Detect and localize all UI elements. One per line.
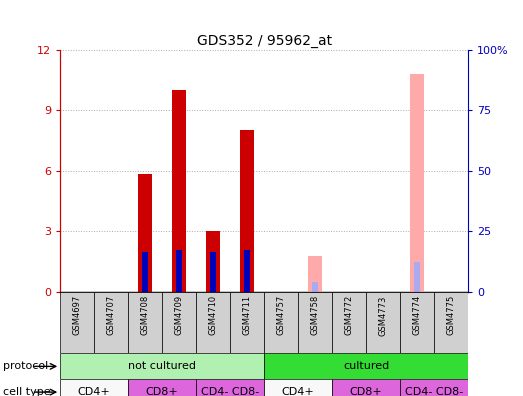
Text: CD4+: CD4+ (282, 387, 314, 396)
Bar (60, 292, 94, 354)
Bar (241, 130, 254, 292)
Bar (60, 379, 128, 396)
Bar (411, 74, 424, 292)
Bar (206, 232, 220, 292)
Bar (142, 252, 148, 292)
Text: protocol: protocol (3, 362, 48, 371)
Bar (230, 292, 264, 354)
Text: CD4- CD8-: CD4- CD8- (405, 387, 463, 396)
Bar (210, 252, 216, 292)
Bar (196, 292, 230, 354)
Bar (128, 292, 162, 354)
Text: GSM4710: GSM4710 (209, 295, 218, 335)
Text: GSM4775: GSM4775 (447, 295, 456, 335)
Bar (400, 292, 434, 354)
Text: GSM4697: GSM4697 (73, 295, 82, 335)
Text: GSM4774: GSM4774 (413, 295, 422, 335)
Bar (173, 90, 186, 292)
Text: GSM4711: GSM4711 (243, 295, 252, 335)
Bar (414, 262, 420, 292)
Bar (332, 292, 366, 354)
Text: cell type: cell type (3, 387, 50, 396)
Bar (128, 379, 196, 396)
Bar (264, 354, 468, 379)
Text: GSM4758: GSM4758 (311, 295, 320, 335)
Bar (366, 292, 400, 354)
Text: CD8+: CD8+ (146, 387, 178, 396)
Bar (434, 292, 468, 354)
Text: CD4+: CD4+ (78, 387, 110, 396)
Text: GSM4773: GSM4773 (379, 295, 388, 335)
Bar (400, 379, 468, 396)
Text: GSM4757: GSM4757 (277, 295, 286, 335)
Bar (162, 292, 196, 354)
Bar (244, 249, 250, 292)
Text: not cultured: not cultured (128, 362, 196, 371)
Bar (176, 249, 182, 292)
Bar (264, 379, 332, 396)
Text: GSM4772: GSM4772 (345, 295, 354, 335)
Bar (332, 379, 400, 396)
Bar (264, 292, 298, 354)
Title: GDS352 / 95962_at: GDS352 / 95962_at (197, 34, 332, 48)
Bar (60, 354, 264, 379)
Bar (298, 292, 332, 354)
Bar (94, 292, 128, 354)
Text: GSM4709: GSM4709 (175, 295, 184, 335)
Text: cultured: cultured (343, 362, 389, 371)
Text: GSM4707: GSM4707 (107, 295, 116, 335)
Text: CD8+: CD8+ (350, 387, 382, 396)
Text: CD4- CD8-: CD4- CD8- (201, 387, 259, 396)
Bar (312, 282, 318, 292)
Bar (196, 379, 264, 396)
Bar (138, 174, 152, 292)
Text: GSM4708: GSM4708 (141, 295, 150, 335)
Bar (309, 256, 322, 292)
Bar (414, 262, 420, 292)
